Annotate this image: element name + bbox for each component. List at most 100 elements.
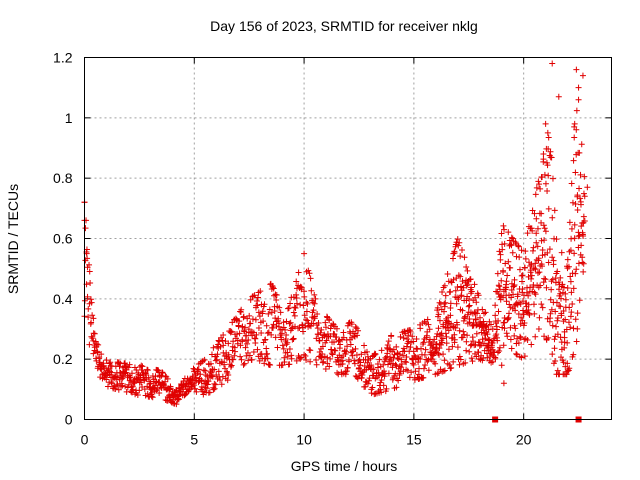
data-point <box>228 362 235 369</box>
data-point <box>515 243 522 250</box>
data-point <box>239 336 246 343</box>
data-point <box>521 336 528 343</box>
data-point <box>552 308 559 315</box>
data-point <box>368 390 375 397</box>
data-point <box>512 325 519 332</box>
data-point <box>319 359 326 366</box>
data-point <box>510 283 517 290</box>
data-point <box>87 280 94 287</box>
data-point <box>532 260 539 267</box>
data-point <box>301 250 308 257</box>
data-point <box>417 325 424 332</box>
data-point <box>464 267 471 274</box>
data-point <box>411 352 418 359</box>
data-point <box>331 339 338 346</box>
data-point <box>219 337 226 344</box>
data-point <box>452 325 459 332</box>
data-point <box>336 345 343 352</box>
data-point <box>535 178 542 185</box>
data-point <box>429 345 436 352</box>
data-point <box>398 360 405 367</box>
data-point <box>551 336 558 343</box>
data-point <box>541 171 548 178</box>
data-point <box>436 351 443 358</box>
data-point <box>579 259 586 266</box>
data-point <box>504 333 511 340</box>
data-point <box>572 270 579 277</box>
data-point <box>516 266 523 273</box>
x-tick-label: 20 <box>516 432 532 448</box>
data-point <box>445 346 452 353</box>
data-point <box>454 236 461 243</box>
data-point <box>571 120 578 127</box>
data-point <box>577 195 584 202</box>
data-point <box>327 333 334 340</box>
data-point <box>532 333 539 340</box>
data-point <box>393 343 400 350</box>
data-point <box>554 268 561 275</box>
data-point <box>327 355 334 362</box>
data-point <box>542 120 549 127</box>
data-point <box>501 325 508 332</box>
data-point <box>497 286 504 293</box>
data-point <box>468 355 475 362</box>
data-point <box>145 374 152 381</box>
data-point <box>293 300 300 307</box>
data-point <box>239 323 246 330</box>
data-point <box>468 284 475 291</box>
data-point <box>573 338 580 345</box>
data-point <box>507 324 514 331</box>
data-point <box>558 354 565 361</box>
data-point <box>456 353 463 360</box>
data-point <box>461 314 468 321</box>
data-point <box>460 317 467 324</box>
data-point <box>280 319 287 326</box>
data-point <box>544 187 551 194</box>
x-tick-label: 0 <box>81 432 89 448</box>
data-point <box>455 272 462 279</box>
data-point <box>303 316 310 323</box>
data-point <box>531 289 538 296</box>
data-point <box>545 205 552 212</box>
data-point <box>402 358 409 365</box>
data-point <box>249 316 256 323</box>
data-point <box>355 327 362 334</box>
data-point <box>305 267 312 274</box>
data-point <box>193 388 200 395</box>
data-point <box>113 382 120 389</box>
data-point <box>580 268 587 275</box>
y-tick-label: 0.4 <box>53 291 73 307</box>
data-point <box>310 307 317 314</box>
data-point <box>261 360 268 367</box>
data-point <box>472 316 479 323</box>
data-point <box>122 370 129 377</box>
data-point <box>570 285 577 292</box>
data-point <box>364 380 371 387</box>
data-point <box>564 285 571 292</box>
data-point <box>88 319 95 326</box>
data-point <box>208 373 215 380</box>
data-point <box>543 284 550 291</box>
data-point <box>461 331 468 338</box>
data-point <box>545 134 552 141</box>
data-point <box>549 60 556 67</box>
data-point <box>384 361 391 368</box>
data-point <box>255 325 262 332</box>
data-point <box>432 349 439 356</box>
data-point <box>417 356 424 363</box>
data-point <box>381 368 388 375</box>
data-point <box>342 371 349 378</box>
data-point <box>455 296 462 303</box>
data-point <box>459 307 466 314</box>
data-point <box>578 141 585 148</box>
data-point <box>565 263 572 270</box>
data-point <box>225 351 232 358</box>
data-point <box>545 172 552 179</box>
data-point <box>469 358 476 365</box>
data-point <box>442 299 449 306</box>
data-point <box>433 333 440 340</box>
data-point <box>423 332 430 339</box>
data-point <box>380 382 387 389</box>
data-point <box>174 393 181 400</box>
data-point <box>562 363 569 370</box>
